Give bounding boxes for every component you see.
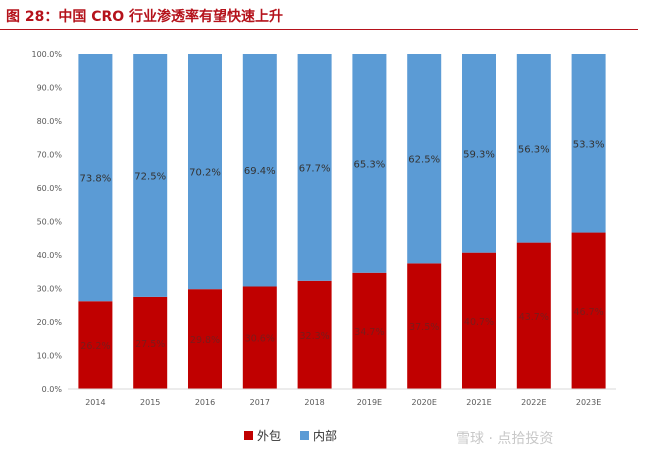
legend-label: 内部 [313, 428, 337, 443]
x-tick-label: 2023E [576, 398, 601, 407]
data-label-inhouse: 56.3% [518, 144, 550, 155]
data-label-inhouse: 70.2% [189, 168, 221, 179]
x-tick-label: 2018 [304, 398, 324, 407]
y-tick-label: 40.0% [37, 251, 63, 260]
title-divider [0, 29, 638, 30]
y-tick-label: 10.0% [37, 352, 63, 361]
x-tick-label: 2022E [521, 398, 546, 407]
x-tick-label: 2019E [357, 398, 382, 407]
legend-swatch [244, 431, 253, 440]
bar-outsourced [571, 232, 606, 389]
data-label-inhouse: 59.3% [463, 149, 495, 160]
data-label-outsourced: 26.2% [80, 341, 110, 352]
data-label-inhouse: 53.3% [573, 139, 605, 150]
data-label-inhouse: 67.7% [299, 163, 331, 174]
y-tick-label: 30.0% [37, 285, 63, 294]
x-tick-label: 2015 [140, 398, 160, 407]
bar-outsourced [297, 280, 332, 389]
x-axis: 2014 2015 2016 2017 2018 2019E 2020E 2021E 2022E… [68, 388, 616, 407]
y-tick-label: 100.0% [31, 50, 62, 59]
x-tick-label: 2021E [466, 398, 491, 407]
bar-inhouse [133, 54, 168, 297]
bar-inhouse [242, 54, 277, 287]
y-tick-label: 70.0% [37, 151, 63, 160]
bar-inhouse [78, 54, 113, 302]
y-tick-label: 0.0% [42, 385, 63, 394]
bar-inhouse [297, 54, 332, 281]
data-label-inhouse: 62.5% [408, 155, 440, 166]
data-label-inhouse: 65.3% [354, 159, 386, 170]
legend-label: 外包 [257, 429, 281, 443]
data-label-outsourced: 34.7% [354, 327, 384, 338]
y-tick-label: 60.0% [37, 184, 63, 193]
bars-layer: 26.2% 73.8% 27.5% 72.5% 29.8% 70.2% 30.6% 69.4%… [78, 54, 606, 389]
y-tick-label: 50.0% [37, 218, 63, 227]
y-tick-label: 90.0% [37, 84, 63, 93]
bar-outsourced [462, 252, 496, 389]
data-label-inhouse: 72.5% [134, 171, 166, 182]
watermark: 雪球 · 点拾投资 [456, 431, 554, 447]
y-tick-label: 20.0% [37, 318, 63, 327]
bar-inhouse [352, 54, 387, 273]
data-label-outsourced: 32.3% [300, 331, 330, 342]
bar-outsourced [407, 263, 442, 389]
data-label-outsourced: 43.7% [519, 312, 549, 323]
data-label-outsourced: 30.6% [245, 334, 275, 345]
legend: 外包 内部 [244, 428, 337, 443]
x-tick-label: 2020E [411, 398, 436, 407]
bar-outsourced [516, 242, 551, 389]
x-tick-label: 2014 [85, 398, 105, 407]
bar-inhouse [188, 54, 222, 290]
bar-outsourced [188, 289, 222, 389]
x-tick-label: 2017 [250, 398, 270, 407]
bar-inhouse [407, 54, 442, 264]
data-label-outsourced: 40.7% [464, 317, 494, 328]
data-label-outsourced: 27.5% [135, 339, 165, 350]
x-tick-label: 2016 [195, 398, 215, 407]
bar-outsourced [133, 296, 168, 389]
bar-outsourced [78, 301, 113, 389]
data-label-outsourced: 37.5% [409, 322, 439, 333]
legend-swatch [300, 431, 309, 440]
bar-outsourced [352, 272, 387, 389]
data-label-inhouse: 73.8% [80, 174, 112, 185]
figure-header: 图 28：中国 CRO 行业渗透率有望快速上升 [0, 0, 649, 30]
data-label-inhouse: 69.4% [244, 166, 276, 177]
bar-inhouse [462, 54, 496, 253]
bar-outsourced [242, 286, 277, 389]
data-label-outsourced: 46.7% [574, 307, 604, 318]
data-label-outsourced: 29.8% [190, 335, 220, 346]
y-axis: 0.0% 10.0% 20.0% 30.0% 40.0% 50.0% 60.0% 70.0% 8… [31, 50, 62, 394]
bar-inhouse [516, 54, 551, 243]
bar-inhouse [571, 54, 606, 233]
y-tick-label: 80.0% [37, 117, 63, 126]
figure-title: 图 28：中国 CRO 行业渗透率有望快速上升 [6, 9, 284, 25]
